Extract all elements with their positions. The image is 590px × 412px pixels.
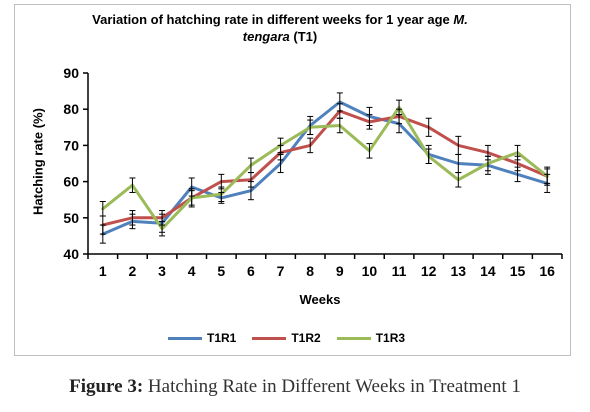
legend-swatch-t1r2 xyxy=(252,336,287,340)
x-axis-label: Weeks xyxy=(299,292,341,307)
chart-frame xyxy=(14,4,571,356)
x-tick-label: 12 xyxy=(421,263,437,279)
x-tick-label: 6 xyxy=(247,263,255,279)
x-tick-label: 14 xyxy=(480,263,496,279)
legend-item-t1r3: T1R3 xyxy=(336,331,406,345)
x-tick-label: 11 xyxy=(392,263,407,279)
figure-caption: Figure 3: Hatching Rate in Different Wee… xyxy=(0,376,590,398)
chart-title-genus: M. xyxy=(453,12,468,27)
chart-title: Variation of hatching rate in different … xyxy=(30,11,530,45)
y-tick-label: 40 xyxy=(63,246,79,262)
y-tick-label: 80 xyxy=(63,101,79,117)
x-tick-label: 13 xyxy=(451,263,467,279)
x-tick-label: 1 xyxy=(99,263,107,279)
series-line-t1r2 xyxy=(101,109,549,227)
x-tick-label: 2 xyxy=(129,263,137,279)
legend-item-t1r1: T1R1 xyxy=(168,331,236,345)
y-tick-label: 60 xyxy=(63,174,79,190)
legend-label-t1r2: T1R2 xyxy=(291,331,321,345)
x-tick-label: 5 xyxy=(217,263,225,279)
x-tick-label: 9 xyxy=(336,263,344,279)
chart-title-species: tengara xyxy=(242,29,290,44)
figure-caption-text: Hatching Rate in Different Weeks in Trea… xyxy=(143,376,521,397)
legend-item-t1r2: T1R2 xyxy=(252,331,321,345)
figure-caption-label: Figure 3: xyxy=(69,376,144,397)
legend: T1R1 T1R2 T1R3 xyxy=(168,330,421,346)
chart-title-suffix: (T1) xyxy=(289,29,318,44)
series-line-t1r1 xyxy=(101,100,549,236)
legend-swatch-t1r3 xyxy=(336,336,371,340)
x-tick-label: 10 xyxy=(362,263,378,279)
x-tick-label: 15 xyxy=(510,263,526,279)
y-tick-label: 50 xyxy=(63,210,79,226)
series-line-t1r3 xyxy=(101,105,549,231)
legend-label-t1r3: T1R3 xyxy=(375,331,406,345)
chart-title-text: Variation of hatching rate in different … xyxy=(92,12,454,27)
x-tick-label: 7 xyxy=(277,263,285,279)
x-tick-label: 8 xyxy=(306,263,314,279)
y-axis-label: Hatching rate (%) xyxy=(30,108,46,215)
legend-label-t1r1: T1R1 xyxy=(207,331,237,345)
legend-swatch-t1r1 xyxy=(168,336,202,340)
y-tick-label: 90 xyxy=(63,65,79,81)
y-tick-label: 70 xyxy=(63,137,79,153)
x-tick-label: 4 xyxy=(188,263,196,279)
x-tick-label: 16 xyxy=(539,263,555,279)
x-tick-label: 3 xyxy=(158,263,166,279)
